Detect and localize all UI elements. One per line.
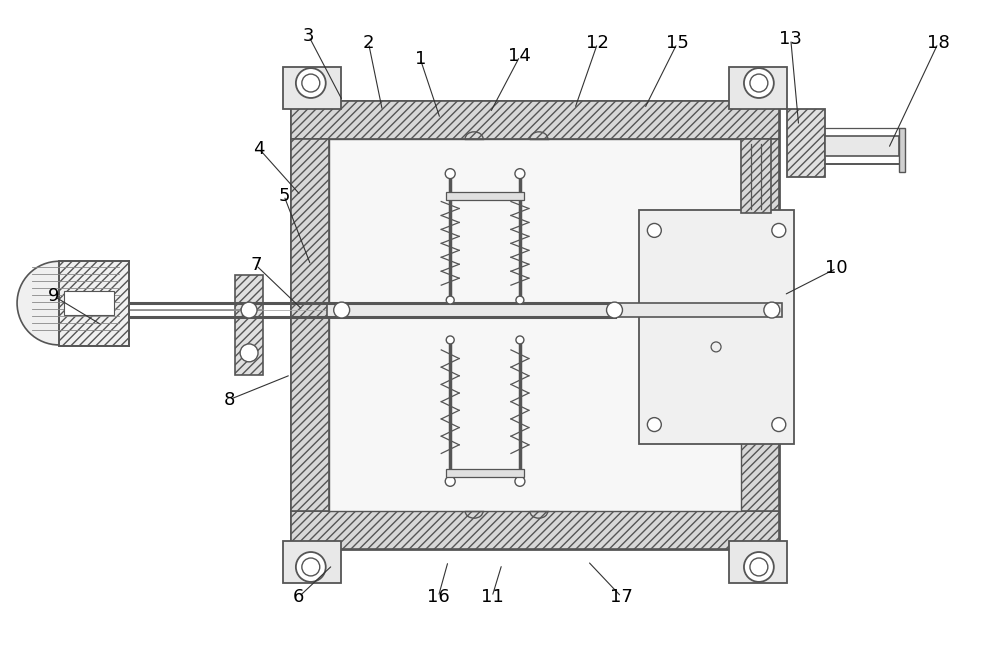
Bar xyxy=(446,192,524,200)
Text: 17: 17 xyxy=(610,588,633,606)
Circle shape xyxy=(302,558,320,576)
Circle shape xyxy=(515,169,525,179)
Text: 6: 6 xyxy=(293,588,305,606)
Text: 11: 11 xyxy=(481,588,503,606)
Text: 9: 9 xyxy=(48,287,60,305)
Bar xyxy=(446,469,524,477)
Circle shape xyxy=(744,68,774,98)
Circle shape xyxy=(241,302,257,318)
Text: 16: 16 xyxy=(427,588,450,606)
Circle shape xyxy=(302,74,320,92)
Circle shape xyxy=(607,302,622,318)
Bar xyxy=(787,109,825,177)
Bar xyxy=(639,211,794,445)
Text: 5: 5 xyxy=(278,186,290,205)
Bar xyxy=(291,139,329,511)
Bar xyxy=(825,136,899,156)
Bar xyxy=(741,139,771,213)
Text: 3: 3 xyxy=(303,27,315,45)
Bar xyxy=(291,511,779,549)
Bar xyxy=(729,67,787,109)
Text: 10: 10 xyxy=(825,259,848,277)
Bar xyxy=(235,275,263,375)
Wedge shape xyxy=(17,261,59,345)
Circle shape xyxy=(334,302,350,318)
Text: 4: 4 xyxy=(253,140,265,158)
Circle shape xyxy=(744,552,774,582)
Circle shape xyxy=(750,74,768,92)
Text: 18: 18 xyxy=(927,34,950,52)
Bar xyxy=(283,541,341,583)
Bar xyxy=(899,128,905,171)
Bar xyxy=(327,303,782,317)
Circle shape xyxy=(240,344,258,362)
Circle shape xyxy=(772,224,786,237)
Text: 2: 2 xyxy=(363,34,374,52)
Circle shape xyxy=(515,477,525,486)
Circle shape xyxy=(647,418,661,432)
Circle shape xyxy=(296,68,326,98)
Text: 7: 7 xyxy=(250,256,262,274)
Bar xyxy=(59,261,129,346)
Bar xyxy=(741,139,779,511)
Circle shape xyxy=(750,558,768,576)
Circle shape xyxy=(296,552,326,582)
Text: 12: 12 xyxy=(586,34,609,52)
Circle shape xyxy=(516,336,524,344)
Bar xyxy=(64,291,114,315)
Bar xyxy=(291,101,779,549)
Circle shape xyxy=(446,296,454,304)
Text: 15: 15 xyxy=(666,34,689,52)
Circle shape xyxy=(647,224,661,237)
Circle shape xyxy=(445,169,455,179)
Circle shape xyxy=(764,302,780,318)
Bar xyxy=(329,139,741,511)
Bar xyxy=(283,67,341,109)
Circle shape xyxy=(446,336,454,344)
Text: 14: 14 xyxy=(508,47,531,65)
Text: 1: 1 xyxy=(415,50,426,68)
Text: 8: 8 xyxy=(223,391,235,409)
Text: 13: 13 xyxy=(779,30,802,48)
Bar xyxy=(291,101,779,139)
Circle shape xyxy=(772,418,786,432)
Bar xyxy=(729,541,787,583)
Circle shape xyxy=(445,477,455,486)
Circle shape xyxy=(516,296,524,304)
